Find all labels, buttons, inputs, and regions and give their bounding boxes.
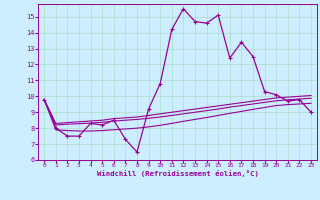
X-axis label: Windchill (Refroidissement éolien,°C): Windchill (Refroidissement éolien,°C) [97, 170, 259, 177]
